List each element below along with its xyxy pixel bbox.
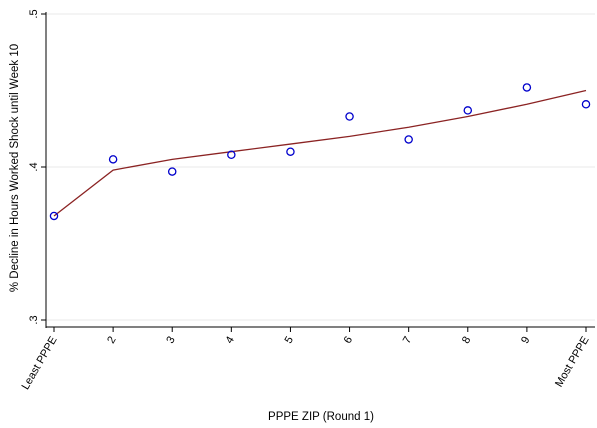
fit-line-layer	[53, 89, 587, 217]
x-tick-label: Most PPPE	[553, 335, 592, 390]
data-point	[522, 83, 532, 92]
grid-layer	[46, 13, 595, 321]
fit-line	[53, 89, 587, 217]
x-tick-label: 7	[401, 335, 414, 346]
data-point	[345, 112, 354, 121]
axes-layer	[41, 12, 595, 332]
x-tick-label: 3	[164, 335, 177, 346]
data-point	[463, 106, 473, 115]
x-tick-label: Least PPPE	[20, 335, 60, 392]
data-point	[286, 147, 295, 156]
y-tick-label: .3	[28, 315, 40, 324]
data-point	[227, 150, 236, 160]
data-point	[581, 100, 591, 109]
y-tick-label: .4	[28, 162, 40, 171]
x-tick-label: 6	[342, 335, 355, 346]
labels-layer: .3 .4 .5 Least PPPE 2 3 4 5 6 7 8 9 Most PPPE	[20, 9, 592, 391]
data-point	[108, 155, 118, 164]
y-tick-label: .5	[28, 9, 40, 18]
data-point	[404, 135, 413, 144]
x-tick-label: 5	[283, 335, 296, 346]
y-axis-title: % Decline in Hours Worked Shock until We…	[9, 44, 21, 292]
x-tick-label: 4	[223, 335, 236, 346]
x-tick-label: 2	[105, 335, 118, 346]
x-tick-label: 8	[460, 335, 473, 346]
x-tick-label: 9	[519, 335, 532, 346]
data-point	[49, 211, 59, 221]
data-point	[167, 167, 177, 176]
x-axis-title: PPPE ZIP (Round 1)	[268, 411, 374, 423]
points-layer	[49, 83, 591, 221]
